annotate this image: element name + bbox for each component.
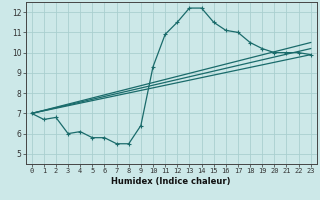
X-axis label: Humidex (Indice chaleur): Humidex (Indice chaleur) [111, 177, 231, 186]
